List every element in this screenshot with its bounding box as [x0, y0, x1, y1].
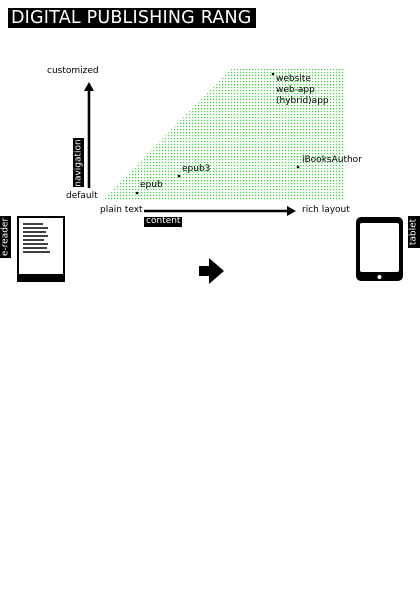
- range-area: [101, 69, 345, 201]
- x-axis-left-label: plain text: [100, 205, 143, 215]
- epub-point: [135, 191, 139, 195]
- y-axis-arrowhead: [84, 82, 94, 91]
- tablet-tag: tablet: [408, 216, 420, 248]
- epub3-label: epub3: [182, 164, 211, 174]
- x-axis-right-label: rich layout: [302, 205, 350, 215]
- e-reader-tag: e-reader: [0, 216, 11, 258]
- y-axis-tag: navigation: [73, 138, 84, 187]
- e-reader-icon: [17, 216, 65, 282]
- x-axis-arrowhead: [287, 206, 296, 216]
- ibooksauthor-point: [296, 165, 300, 169]
- epub3-point: [177, 174, 181, 178]
- website-label: website: [276, 74, 311, 84]
- web-app-label: web-app: [276, 85, 315, 95]
- x-axis-tag: content: [144, 217, 182, 227]
- web-label: website web-app (hybrid)app: [276, 74, 329, 107]
- ibooksauthor-label: iBooksAuthor: [302, 155, 362, 165]
- transition-arrow: [199, 258, 224, 284]
- tablet-icon: [356, 217, 403, 281]
- y-axis-bottom-label: default: [66, 191, 98, 201]
- hybrid-app-label: (hybrid)app: [276, 96, 329, 106]
- title-bar: DIGITAL PUBLISHING RANG: [8, 8, 256, 28]
- y-axis-top-label: customized: [47, 66, 99, 76]
- website-point: [271, 72, 275, 76]
- epub-label: epub: [140, 180, 163, 190]
- page-title: DIGITAL PUBLISHING RANG: [11, 8, 252, 28]
